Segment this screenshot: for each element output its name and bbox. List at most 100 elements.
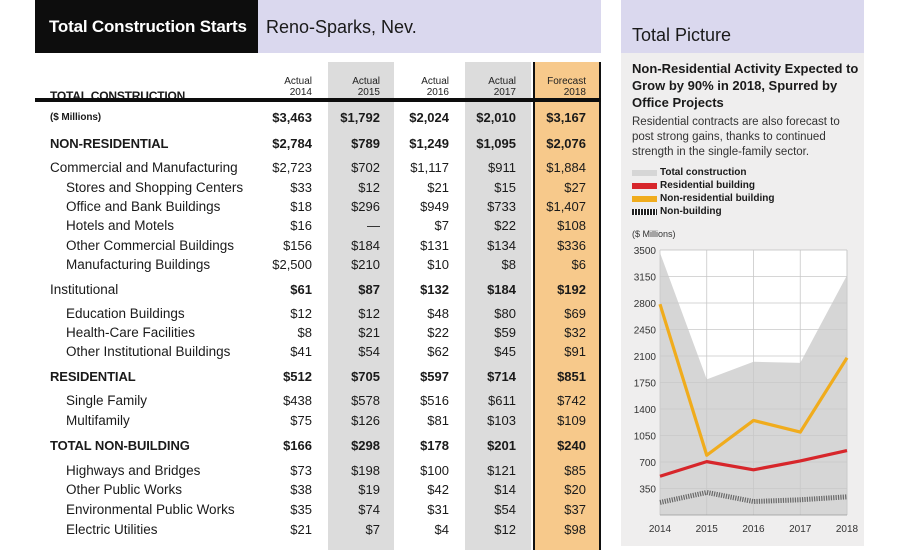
x-tick-label: 2017 (789, 524, 812, 535)
row-label: NON-RESIDENTIAL (50, 136, 169, 151)
cell-value: $166 (283, 438, 312, 453)
cell-value: $21 (427, 180, 449, 195)
cell-value: $702 (351, 160, 380, 175)
cell-value: $578 (351, 393, 380, 408)
legend-swatch-non-residential (632, 196, 657, 202)
cell-value: $184 (351, 238, 380, 253)
cell-value: $54 (494, 502, 516, 517)
cell-value: $21 (358, 325, 380, 340)
cell-value: $336 (557, 238, 586, 253)
cell-value: $512 (283, 369, 312, 384)
cell-value: $7 (365, 522, 380, 537)
column-header-line2: 2017 (493, 87, 516, 98)
chart-subtext: Residential contracts are also forecast … (632, 116, 840, 158)
table-row: Education Buildings $12 $12 $48 $80 $69 (35, 305, 601, 323)
row-label: Multifamily (66, 413, 130, 428)
cell-value: $298 (351, 438, 380, 453)
legend-label-non-residential: Non-residential building (660, 193, 775, 204)
chart-legend: Total construction Residential building … (632, 166, 774, 218)
cell-value: $12 (290, 306, 312, 321)
cell-value: $742 (557, 393, 586, 408)
x-tick-label: 2018 (836, 524, 859, 535)
table-row: TOTAL NON-BUILDING $166 $298 $178 $201 $240 (35, 437, 601, 455)
table-row: Other Institutional Buildings $41 $54 $62 $4… (35, 343, 601, 361)
y-tick-label: 2450 (634, 326, 657, 337)
cell-value: $516 (420, 393, 449, 408)
cell-value: $32 (564, 325, 586, 340)
column-header-line1: Actual (488, 76, 516, 87)
cell-value: $15 (494, 180, 516, 195)
column-header-4: Forecast 2018 (522, 76, 586, 98)
cell-value: $131 (420, 238, 449, 253)
table-title-bar: Total Construction Starts Reno-Sparks, N… (35, 0, 601, 53)
cell-value: $611 (488, 393, 516, 408)
legend-swatch-non-building (632, 209, 657, 215)
row-label: Other Public Works (66, 482, 183, 497)
cell-value: $851 (557, 369, 586, 384)
panel-title-bar: Total Picture (621, 0, 864, 53)
x-tick-label: 2015 (696, 524, 719, 535)
cell-value: $949 (420, 199, 449, 214)
column-header-line1: Actual (352, 76, 380, 87)
row-label: Other Commercial Buildings (66, 238, 235, 253)
legend-item-residential: Residential building (632, 179, 774, 192)
table-row: Institutional $61 $87 $132 $184 $192 (35, 281, 601, 299)
cell-value: $597 (420, 369, 449, 384)
cell-value: $109 (557, 413, 586, 428)
cell-value: $74 (358, 502, 380, 517)
cell-value: $132 (420, 282, 449, 297)
cell-value: $62 (427, 344, 449, 359)
cell-value: $178 (420, 438, 449, 453)
cell-value: $911 (488, 160, 516, 175)
cell-value: $37 (564, 502, 586, 517)
table-row: Health-Care Facilities $8 $21 $22 $59 $32 (35, 324, 601, 342)
cell-value: $73 (290, 463, 312, 478)
cell-value: $14 (494, 482, 516, 497)
y-tick-label: 1750 (634, 379, 657, 390)
y-tick-label: 3500 (634, 246, 657, 257)
legend-item-total: Total construction (632, 166, 774, 179)
column-header-line1: Actual (421, 76, 449, 87)
column-shade-2015 (328, 62, 394, 550)
cell-value: $4 (434, 522, 449, 537)
cell-value: $1,095 (476, 136, 516, 151)
cell-value: $61 (290, 282, 312, 297)
cell-value: $20 (564, 482, 586, 497)
cell-value: $1,249 (409, 136, 449, 151)
cell-value: $192 (557, 282, 586, 297)
cell-value: $108 (557, 218, 586, 233)
cell-value: $2,024 (409, 110, 449, 125)
cell-value: $2,010 (476, 110, 516, 125)
cell-value: $7 (434, 218, 449, 233)
row-label: Highways and Bridges (66, 463, 201, 478)
row-label: Manufacturing Buildings (66, 257, 211, 272)
y-tick-label: 2100 (634, 352, 657, 363)
cell-value: $296 (351, 199, 380, 214)
table-row: Multifamily $75 $126 $81 $103 $109 (35, 412, 601, 430)
table-row: Other Commercial Buildings $156 $184 $131 $1… (35, 237, 601, 255)
cell-value: $19 (358, 482, 380, 497)
legend-item-non-residential: Non-residential building (632, 192, 774, 205)
row-label: Environmental Public Works (66, 502, 235, 517)
row-label: ($ Millions) (50, 112, 102, 123)
total-picture-panel: Total Picture Non-Residential Activity E… (621, 0, 864, 546)
table-row: Electric Utilities $21 $7 $4 $12 $98 (35, 521, 601, 539)
cell-value: $87 (358, 282, 380, 297)
cell-value: $1,117 (410, 160, 449, 175)
cell-value: $100 (420, 463, 449, 478)
series-non-building-line (659, 489, 848, 505)
header-rule (35, 98, 601, 102)
cell-value: $33 (290, 180, 312, 195)
cell-value: $705 (351, 369, 380, 384)
column-header-0: Actual 2014 (248, 76, 312, 98)
cell-value: $98 (564, 522, 586, 537)
cell-value: $1,792 (340, 110, 380, 125)
series-residential-line (659, 449, 848, 478)
legend-label-residential: Residential building (660, 180, 756, 191)
table-row: Single Family $438 $578 $516 $611 $742 (35, 392, 601, 410)
cell-value: $3,167 (546, 110, 586, 125)
column-shade-forecast-2018 (533, 62, 601, 550)
x-tick-label: 2016 (742, 524, 765, 535)
cell-value: $85 (564, 463, 586, 478)
cell-value: $35 (290, 502, 312, 517)
